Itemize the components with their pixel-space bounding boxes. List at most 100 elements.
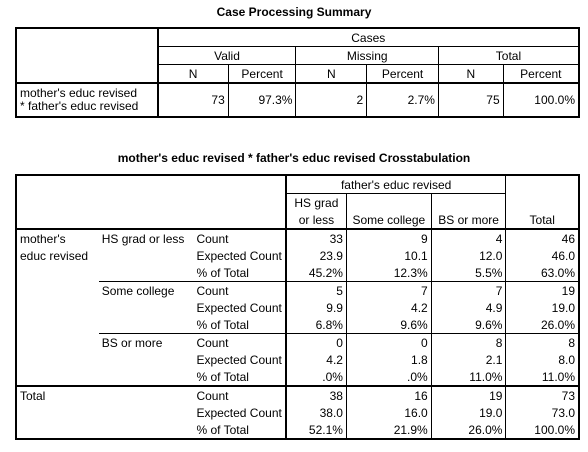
crosstab-value-cell: 8	[430, 333, 506, 351]
statistic-label: Count	[193, 385, 286, 404]
crosstab-row: % of Total .0% .0% 11.0% 11.0%	[16, 368, 579, 386]
col-header-some-college: Some college	[345, 193, 432, 230]
row-var-label-line2: educ revised	[20, 248, 89, 263]
crosstab-row: educ revised Expected Count 23.9 10.1 12.0 46…	[16, 247, 579, 264]
crosstab-value-cell: 33	[284, 229, 347, 247]
crosstab-value-cell: 63.0%	[505, 264, 579, 282]
col-header-or-less: or less	[284, 211, 347, 230]
empty-cell	[16, 368, 99, 386]
crosstab-value-cell: 19.0	[430, 404, 506, 421]
subheader-percent: Percent	[502, 64, 580, 84]
col-var-header: father's educ revised	[284, 175, 506, 194]
crosstab-row: % of Total 45.2% 12.3% 5.5% 63.0%	[16, 264, 579, 282]
subheader-n: N	[157, 64, 229, 84]
valid-percent-cell: 97.3%	[227, 82, 297, 118]
crosstab-row: Total Count 38 16 19 73	[16, 385, 579, 404]
empty-cell	[16, 404, 99, 421]
crosstab-value-cell: 0	[284, 333, 347, 351]
valid-header: Valid	[156, 46, 297, 65]
empty-cell	[99, 421, 194, 439]
case-processing-summary-table: Cases Valid Missing Total N Percent N Pe…	[15, 27, 580, 118]
crosstab-value-cell: 1.8	[345, 351, 432, 368]
crosstab-value-cell: 11.0%	[505, 368, 579, 386]
crosstab-value-cell: 52.1%	[284, 421, 347, 439]
total-percent-cell: 100.0%	[502, 82, 580, 118]
crosstab-value-cell: 46	[505, 229, 579, 247]
empty-cell	[99, 316, 194, 334]
crosstab-value-cell: 9.9	[284, 299, 347, 316]
missing-percent-cell: 2.7%	[366, 82, 439, 118]
empty-cell	[16, 334, 99, 352]
crosstab-value-cell: 12.0	[430, 247, 506, 264]
crosstab-value-cell: 7	[430, 281, 506, 299]
crosstab-value-cell: 9.6%	[345, 316, 432, 334]
crosstab-row: % of Total 6.8% 9.6% 9.6% 26.0%	[16, 316, 579, 334]
crosstab-row: % of Total 52.1% 21.9% 26.0% 100.0%	[16, 421, 579, 439]
total-n-cell: 75	[437, 82, 504, 118]
crosstab-corner-cell	[16, 175, 286, 230]
crosstab-value-cell: 16	[345, 385, 432, 404]
crosstab-total-header-cell: Total	[505, 175, 579, 230]
col-header-bs-or-more: BS or more	[430, 193, 506, 230]
crosstab-value-cell: .0%	[284, 368, 347, 386]
crosstab-value-cell: .0%	[345, 368, 432, 386]
empty-cell	[99, 264, 194, 282]
crosstab-value-cell: 73.0	[505, 404, 579, 421]
crosstab-value-cell: 10.1	[345, 247, 432, 264]
row-var-label-line1: mother's	[20, 231, 66, 246]
statistic-label: Expected Count	[196, 352, 282, 367]
total-row-label: Total	[16, 385, 194, 404]
crosstab-value-cell: 0	[345, 333, 432, 351]
crosstab-row: Expected Count 4.2 1.8 2.1 8.0	[16, 351, 579, 368]
crosstab-row: BS or more Count 0 0 8 8	[16, 333, 579, 352]
statistic-label: % of Total	[196, 369, 249, 384]
crosstab-value-cell: 21.9%	[345, 421, 432, 439]
empty-cell	[16, 421, 99, 439]
empty-cell	[16, 282, 99, 300]
crosstab-value-cell: 45.2%	[284, 264, 347, 282]
empty-cell	[99, 404, 194, 421]
crosstab-value-cell: 2.1	[430, 351, 506, 368]
col-header-hs-grad: HS grad	[284, 193, 347, 211]
crosstab-value-cell: 46.0	[505, 247, 579, 264]
missing-n-cell: 2	[295, 82, 368, 118]
statistic-label: % of Total	[196, 265, 249, 280]
crosstab-value-cell: 19.0	[505, 299, 579, 316]
crosstab-value-cell: 4.9	[430, 299, 506, 316]
crosstab-value-cell: 19	[505, 281, 579, 299]
subheader-percent: Percent	[227, 64, 297, 84]
statistic-label: Count	[196, 231, 229, 246]
empty-cell	[99, 299, 194, 316]
statistic-label: Count	[193, 281, 286, 299]
group-label: HS grad or less	[101, 231, 185, 246]
crosstab-value-cell: 100.0%	[505, 421, 579, 439]
crosstab-title: mother's educ revised * father's educ re…	[117, 151, 471, 165]
group-label: Some college	[98, 281, 194, 299]
crosstab-table: father's educ revised Total HS grad Some…	[15, 174, 580, 440]
crosstab-value-cell: 73	[505, 385, 579, 404]
crosstab-value-cell: 12.3%	[345, 264, 432, 282]
empty-cell	[16, 351, 99, 368]
statistic-label: % of Total	[196, 422, 249, 437]
crosstab-row: Expected Count 9.9 4.2 4.9 19.0	[16, 299, 579, 316]
crosstab-value-cell: 4.2	[284, 351, 347, 368]
empty-cell	[16, 316, 99, 334]
statistic-label: Expected Count	[196, 405, 282, 420]
subheader-percent: Percent	[366, 64, 439, 84]
total-header: Total	[437, 46, 580, 65]
summary-row-label-line1: mother's educ revised	[20, 86, 138, 100]
statistic-label: Expected Count	[196, 300, 282, 315]
crosstab-value-cell: 9	[345, 229, 432, 247]
empty-cell	[99, 247, 194, 264]
summary-row-label-line2: * father's educ revised	[20, 99, 139, 113]
crosstab-value-cell: 23.9	[284, 247, 347, 264]
statistic-label: Count	[193, 333, 286, 351]
empty-cell	[99, 351, 194, 368]
statistic-label: Expected Count	[196, 248, 282, 263]
empty-cell	[99, 368, 194, 386]
crosstab-value-cell: 6.8%	[284, 316, 347, 334]
statistic-label: % of Total	[196, 317, 249, 332]
crosstab-value-cell: 8	[505, 333, 579, 351]
summary-row-label: mother's educ revised * father's educ re…	[15, 82, 159, 118]
crosstab-row: Expected Count 38.0 16.0 19.0 73.0	[16, 404, 579, 421]
